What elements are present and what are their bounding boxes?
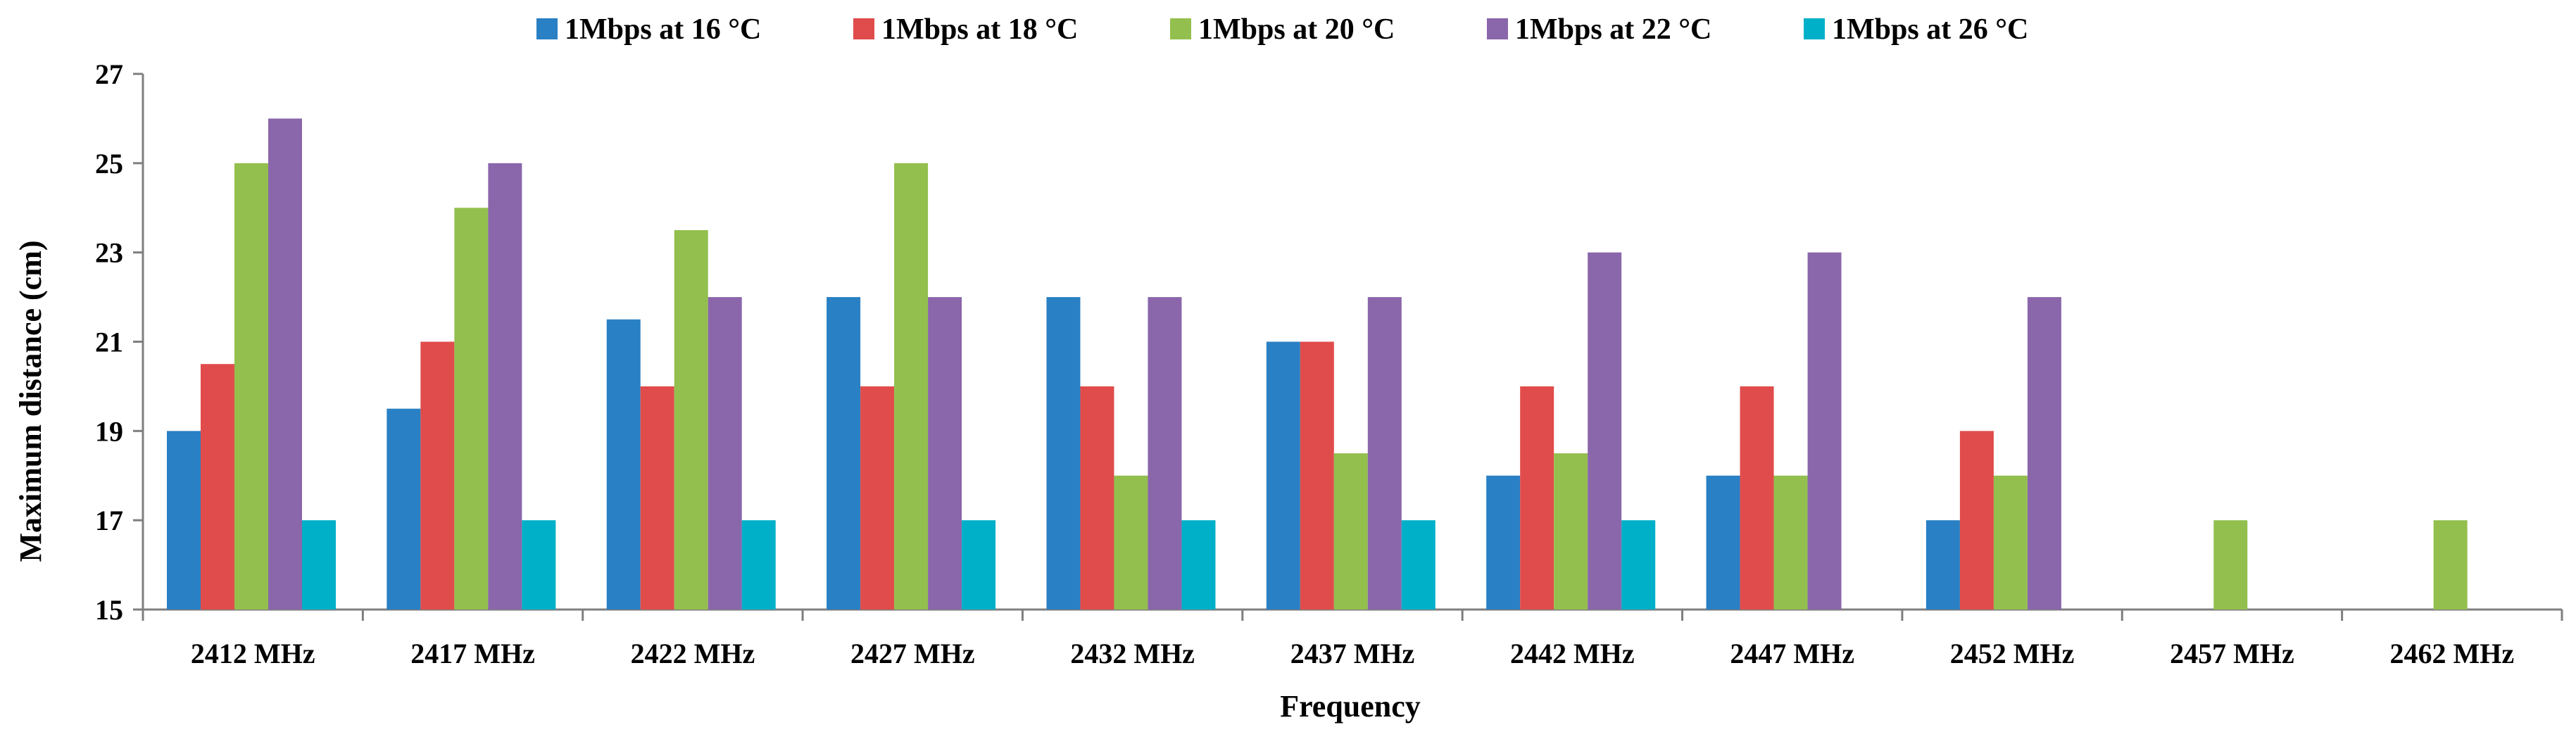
legend-swatch (853, 18, 874, 39)
bar (928, 297, 962, 610)
legend-label: 1Mbps at 22 °C (1515, 13, 1711, 46)
bar (1046, 297, 1081, 610)
y-tick-label: 19 (95, 415, 123, 447)
bar (962, 520, 996, 610)
bar (302, 520, 336, 610)
legend-label: 1Mbps at 20 °C (1198, 13, 1395, 46)
bar (640, 386, 674, 610)
bar (1554, 453, 1588, 610)
y-tick-label: 25 (95, 148, 123, 179)
legend-swatch (1487, 18, 1508, 39)
x-tick-label: 2417 MHz (410, 638, 535, 669)
bar (1181, 520, 1216, 610)
bar (741, 520, 776, 610)
bar (708, 297, 742, 610)
y-tick-label: 15 (95, 594, 123, 626)
bar (1925, 520, 1960, 610)
legend-swatch (1804, 18, 1825, 39)
bar (606, 319, 641, 610)
bar (860, 386, 895, 610)
bar (1080, 386, 1114, 610)
bar (1807, 252, 1842, 610)
x-tick-label: 2422 MHz (631, 638, 755, 669)
bar (827, 297, 861, 610)
bar (234, 163, 268, 610)
bar (2433, 520, 2468, 610)
bar (201, 364, 234, 610)
bar (1520, 386, 1554, 610)
x-tick-label: 2412 MHz (191, 638, 315, 669)
bar (2213, 520, 2248, 610)
bar (1588, 252, 1622, 610)
bar (674, 229, 708, 610)
x-axis: 2412 MHz 2417 MHz 2422 MHz 2427 MHz 2432 MHz… (142, 608, 2563, 669)
legend: 1Mbps at 16 °C 1Mbps at 18 °C 1Mbps at 20 … (536, 13, 2028, 46)
y-tick-label: 17 (95, 505, 123, 536)
x-tick-label: 2442 MHz (1510, 638, 1635, 669)
bars (167, 118, 2468, 610)
x-tick-label: 2452 MHz (1950, 638, 2075, 669)
bar (387, 408, 421, 610)
bar (1367, 297, 1402, 610)
bar (522, 520, 556, 610)
bar (2027, 297, 2061, 610)
y-tick-label: 21 (95, 327, 123, 358)
bar (1114, 475, 1148, 610)
bar (1773, 475, 1808, 610)
legend-swatch (536, 18, 558, 39)
x-tick-label: 2457 MHz (2170, 638, 2294, 669)
y-axis: 15 17 19 21 23 25 27 (95, 58, 144, 626)
bar (167, 431, 201, 610)
bar (268, 118, 302, 610)
y-tick-label: 23 (95, 237, 123, 269)
y-tick-label: 27 (95, 58, 123, 90)
bar (1993, 475, 2028, 610)
bar (1333, 453, 1368, 610)
x-axis-title: Frequency (1280, 689, 1421, 724)
x-tick-label: 2447 MHz (1730, 638, 1854, 669)
x-tick-label: 2427 MHz (850, 638, 975, 669)
y-axis-title: Maximum distance (cm) (13, 240, 48, 562)
bar (420, 341, 455, 610)
legend-label: 1Mbps at 18 °C (881, 13, 1078, 46)
bar (1148, 297, 1182, 610)
x-tick-label: 2462 MHz (2390, 638, 2515, 669)
bar (1740, 386, 1774, 610)
bar (1300, 341, 1334, 610)
x-tick-label: 2432 MHz (1070, 638, 1195, 669)
bar (1706, 475, 1740, 610)
bar (1401, 520, 1435, 610)
legend-swatch (1170, 18, 1191, 39)
bar (1266, 341, 1300, 610)
x-tick-label: 2437 MHz (1290, 638, 1415, 669)
legend-label: 1Mbps at 26 °C (1832, 13, 2028, 46)
bar (1486, 475, 1521, 610)
legend-label: 1Mbps at 16 °C (565, 13, 761, 46)
bar (894, 163, 929, 610)
bar (1959, 431, 1994, 610)
bar (454, 208, 489, 610)
bar (1621, 520, 1656, 610)
bar (488, 163, 522, 610)
